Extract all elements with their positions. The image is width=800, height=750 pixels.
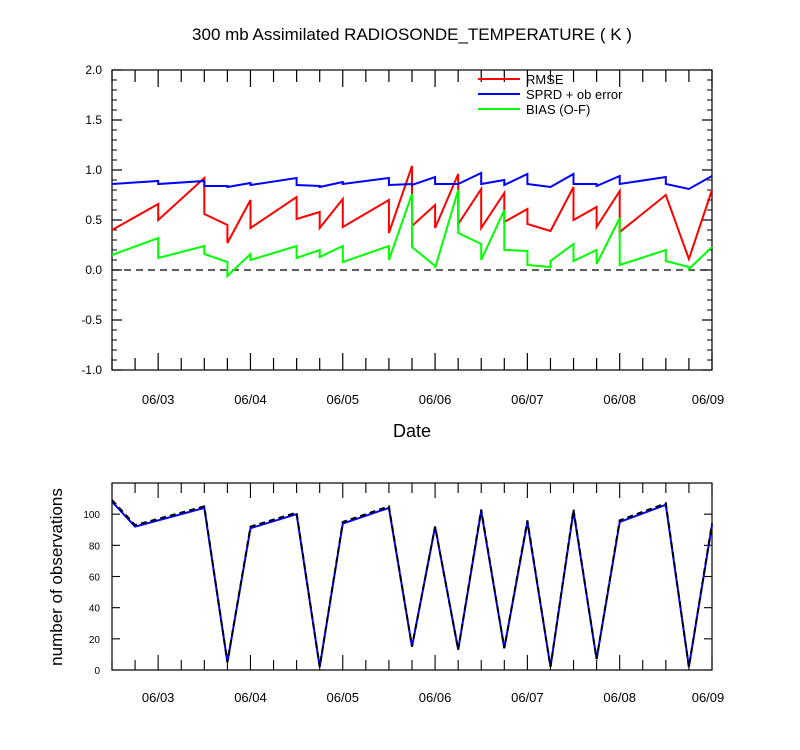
top-x-tick-label: 06/04 <box>234 392 267 407</box>
bottom-x-tick-label: 06/09 <box>692 690 725 705</box>
bottom-x-tick-label: 06/08 <box>603 690 636 705</box>
observations-line-dashed <box>111 499 713 668</box>
bottom-series-group <box>111 499 713 668</box>
bottom-x-tick-label: 06/06 <box>419 690 452 705</box>
top-x-tick-label: 06/03 <box>142 392 175 407</box>
top-y-tick-label: 0.0 <box>85 263 102 277</box>
bottom-x-tick-label: 06/03 <box>142 690 175 705</box>
bottom-y-axis: 0 20 40 60 80 100 <box>83 510 712 677</box>
chart-title: 300 mb Assimilated RADIOSONDE_TEMPERATUR… <box>192 25 632 44</box>
bottom-x-tick-label: 06/05 <box>326 690 359 705</box>
top-y-tick-label: 1.0 <box>85 163 102 177</box>
top-series-group <box>111 165 713 279</box>
series-line-sprd-ob-error <box>111 171 713 191</box>
top-x-tick-label: 06/07 <box>511 392 544 407</box>
bottom-x-tick-label: 06/07 <box>511 690 544 705</box>
top-y-tick-label: -1.0 <box>81 363 102 377</box>
bottom-y-tick-label: 80 <box>89 541 101 552</box>
observations-line <box>111 501 713 668</box>
top-y-tick-label: 1.5 <box>85 113 102 127</box>
top-y-tick-label: 0.5 <box>85 213 102 227</box>
y-axis-label-observations: number of observations <box>47 488 66 666</box>
top-y-tick-label: 2.0 <box>85 63 102 77</box>
top-plot-area: 2.01.51.00.50.0-0.5-1.0 06/03 06/04 06/05 0… <box>81 63 724 407</box>
bottom-x-tick-label: 06/04 <box>234 690 267 705</box>
legend-label: BIAS (O-F) <box>526 102 590 117</box>
bottom-x-axis: 06/03 06/04 06/05 06/06 06/07 06/08 06/09 <box>111 483 725 705</box>
top-x-tick-label: 06/05 <box>326 392 359 407</box>
bottom-y-tick-label: 0 <box>94 666 100 677</box>
top-x-axis: 06/03 06/04 06/05 06/06 06/07 06/08 06/09 <box>111 70 725 407</box>
bottom-y-tick-label: 100 <box>83 510 100 521</box>
top-y-axis: 2.0 1.5 1.0 0.5 0.0 -0.5 -1.0 <box>81 63 712 377</box>
top-x-tick-label: 06/08 <box>603 392 636 407</box>
bottom-y-tick-label: 40 <box>89 604 101 615</box>
legend-label: SPRD + ob error <box>526 87 623 102</box>
x-axis-label: Date <box>393 421 431 441</box>
top-minor-ticks <box>112 79 712 361</box>
top-x-tick-label: 06/06 <box>419 392 452 407</box>
series-line-rmse <box>111 165 713 263</box>
series-line-bias-o-f <box>111 189 713 279</box>
top-y-tick-label: -0.5 <box>81 313 102 327</box>
bottom-y-tick-label: 60 <box>89 573 101 584</box>
legend-label: RMSE <box>526 72 564 87</box>
top-x-tick-label: 06/09 <box>692 392 725 407</box>
bottom-y-tick-label: 20 <box>89 635 101 646</box>
